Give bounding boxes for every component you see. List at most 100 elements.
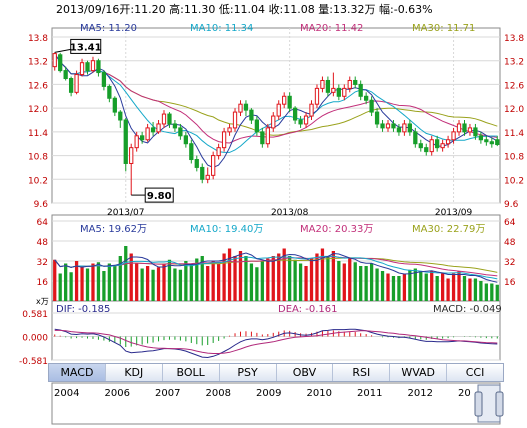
candle-body [156, 123, 161, 133]
volume-bar [298, 263, 303, 301]
volume-bar [309, 258, 314, 301]
tab-psy[interactable]: PSY [219, 364, 277, 381]
candle-body [249, 109, 254, 121]
volume-bar [364, 266, 368, 301]
macd-legend-dea: DEA: -0.161 [278, 304, 337, 315]
volume-bar [102, 271, 106, 301]
candle-body [473, 127, 478, 137]
volume-bar [484, 283, 488, 301]
tab-macd[interactable]: MACD [49, 364, 106, 381]
volume-bar [331, 251, 336, 301]
header-change: -0.63% [393, 3, 433, 16]
candle-body [243, 103, 249, 111]
volume-legend-item: MA10: 19.40万 [190, 224, 263, 235]
candle-body [369, 99, 374, 113]
timeline-year-label: 2012 [408, 388, 433, 399]
ohlc-header: 2013/09/16开:11.20 高:11.30 低:11.04 收:11.0… [56, 1, 433, 17]
timeline-year-label: 2008 [206, 388, 231, 399]
volume-bar [435, 276, 439, 301]
macd-tick-left: 0.581 [22, 310, 48, 320]
macd-dif-line [54, 328, 498, 359]
macd-unit: x万 [36, 297, 49, 306]
candle-body [172, 123, 178, 129]
volume-bar [419, 271, 423, 301]
candle-body [309, 103, 314, 117]
tab-wvad[interactable]: WVAD [390, 364, 448, 381]
candle-body [320, 79, 325, 89]
price-legend-item: MA30: 11.71 [412, 23, 475, 34]
volume-bar [64, 263, 68, 301]
candle-body [391, 123, 396, 129]
candle-body [271, 115, 276, 129]
price-legend-item: MA20: 11.42 [300, 23, 363, 34]
timeline-year-label: 2004 [54, 388, 79, 399]
volume-bar [74, 261, 79, 301]
volume-bar [495, 284, 499, 301]
date-label: 2013/09 [435, 208, 473, 218]
price-panel [51, 27, 501, 204]
timeline-right-handle [495, 391, 504, 417]
tab-cci[interactable]: CCI [447, 364, 503, 381]
tab-kdj[interactable]: KDJ [105, 364, 163, 381]
candle-body [380, 123, 385, 129]
macd-legend-dif: DIF: -0.185 [56, 304, 110, 315]
candle-body [456, 123, 462, 133]
candle-body [260, 131, 265, 145]
volume-bar [151, 269, 155, 301]
volume-bar [58, 273, 62, 301]
volume-bar [211, 261, 215, 301]
volume-ma5-line [54, 252, 498, 283]
price-tick-left: 12.6 [28, 81, 48, 91]
price-tick-left: 10.8 [28, 153, 48, 163]
volume-bar [200, 256, 204, 301]
candle-body [287, 95, 292, 109]
timeline-left-handle [474, 391, 483, 417]
tab-rsi[interactable]: RSI [333, 364, 391, 381]
volume-bar [391, 276, 396, 301]
candle-body [63, 70, 68, 79]
volume-bar [446, 278, 450, 301]
candle-body [342, 87, 347, 97]
candle-body [68, 78, 74, 93]
macd-tick-left: -0.581 [19, 357, 48, 367]
volume-bar [359, 266, 363, 301]
candle-body [200, 166, 205, 180]
header-low-label: 低: [218, 3, 234, 16]
volume-ma20-line [54, 256, 498, 277]
high-marker-box [70, 38, 102, 54]
price-ma10-line [54, 53, 498, 153]
price-tick-right: 10.8 [504, 153, 524, 163]
candle-body [205, 174, 210, 180]
volume-tick-left: 48 [37, 238, 49, 248]
price-ma20-line [54, 53, 498, 144]
header-volume-label: 量: [318, 3, 333, 16]
candle-body [140, 135, 145, 141]
tab-boll[interactable]: BOLL [162, 364, 220, 381]
date-label: 2013/08 [271, 208, 309, 218]
volume-bar [468, 278, 472, 301]
volume-bar [479, 281, 483, 301]
indicator-tabs: MACD KDJ BOLL PSY OBV RSI WVAD CCI [48, 363, 504, 382]
volume-bar [195, 258, 199, 301]
volume-legend-item: MA20: 20.33万 [300, 224, 373, 235]
volume-bar [113, 266, 117, 301]
volume-bar [244, 256, 248, 301]
candle-body [145, 127, 150, 141]
price-tick-left: 13.2 [28, 58, 48, 68]
volume-tick-left: 64 [37, 218, 49, 228]
price-tick-left: 13.8 [28, 34, 48, 44]
volume-bar [353, 262, 357, 301]
tab-obv[interactable]: OBV [276, 364, 334, 381]
volume-bar [320, 248, 325, 301]
volume-bar [402, 273, 407, 301]
candle-body [85, 62, 90, 72]
volume-bar [145, 266, 150, 301]
header-open-label: 开: [119, 3, 135, 16]
price-tick-left: 9.6 [34, 200, 49, 210]
candle-body [424, 147, 429, 153]
header-high: 11.30 [183, 3, 216, 16]
price-legend-item: MA10: 11.34 [190, 23, 253, 34]
high-marker-line [54, 48, 71, 53]
volume-tick-right: 48 [504, 238, 516, 248]
volume-bar [348, 258, 352, 301]
